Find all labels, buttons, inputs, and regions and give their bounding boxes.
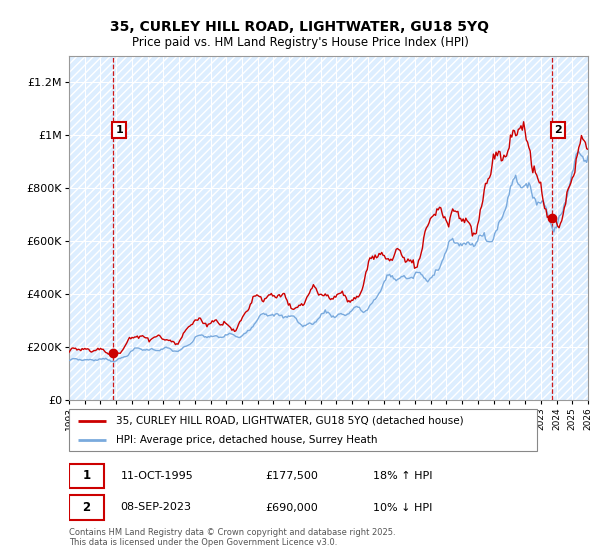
- FancyBboxPatch shape: [69, 409, 537, 451]
- Text: Price paid vs. HM Land Registry's House Price Index (HPI): Price paid vs. HM Land Registry's House …: [131, 36, 469, 49]
- Text: £690,000: £690,000: [266, 502, 319, 512]
- Text: Contains HM Land Registry data © Crown copyright and database right 2025.
This d: Contains HM Land Registry data © Crown c…: [69, 528, 395, 547]
- Text: 2: 2: [82, 501, 91, 514]
- Text: 18% ↑ HPI: 18% ↑ HPI: [373, 471, 433, 481]
- FancyBboxPatch shape: [69, 495, 104, 520]
- Text: 10% ↓ HPI: 10% ↓ HPI: [373, 502, 433, 512]
- Text: 1: 1: [82, 469, 91, 483]
- Text: 11-OCT-1995: 11-OCT-1995: [121, 471, 193, 481]
- Text: 35, CURLEY HILL ROAD, LIGHTWATER, GU18 5YQ: 35, CURLEY HILL ROAD, LIGHTWATER, GU18 5…: [110, 20, 490, 34]
- FancyBboxPatch shape: [69, 464, 104, 488]
- Text: 35, CURLEY HILL ROAD, LIGHTWATER, GU18 5YQ (detached house): 35, CURLEY HILL ROAD, LIGHTWATER, GU18 5…: [116, 416, 463, 426]
- Text: HPI: Average price, detached house, Surrey Heath: HPI: Average price, detached house, Surr…: [116, 435, 377, 445]
- Text: 1: 1: [115, 125, 123, 135]
- Text: 08-SEP-2023: 08-SEP-2023: [121, 502, 191, 512]
- Text: £177,500: £177,500: [266, 471, 319, 481]
- Text: 2: 2: [554, 125, 562, 135]
